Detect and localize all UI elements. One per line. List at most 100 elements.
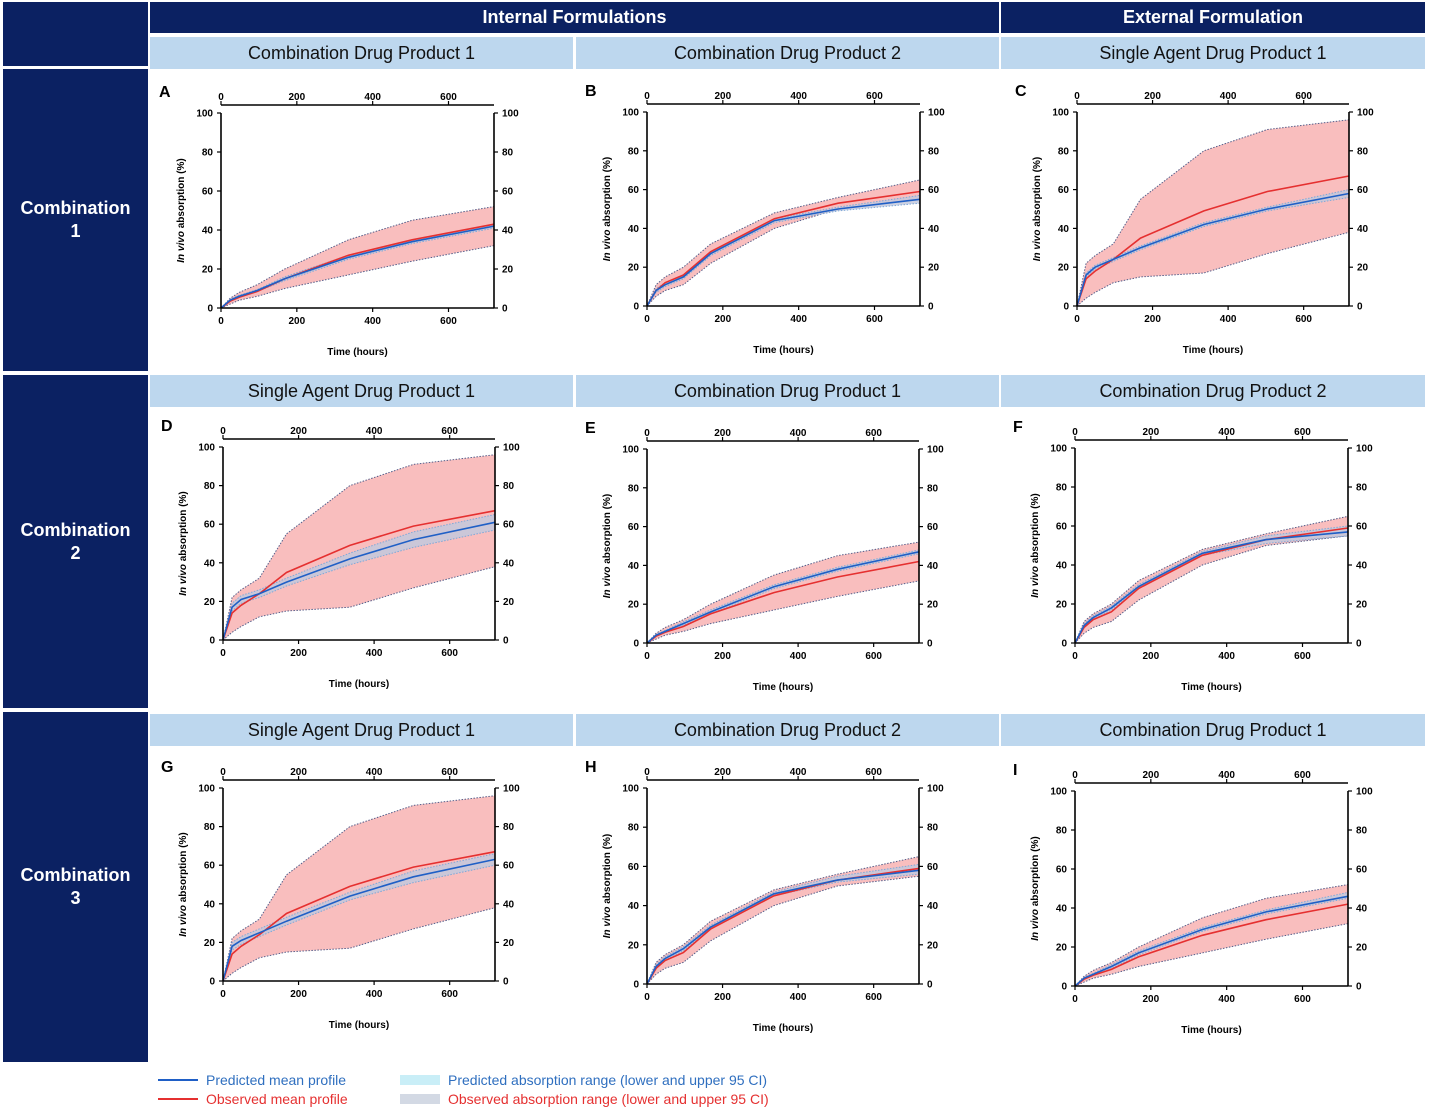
observed-range-upper [1074, 884, 1349, 987]
observed-range-band [1075, 884, 1348, 986]
predicted-range-lower [646, 202, 921, 307]
subheader-r3-c1: Single Agent Drug Product 1 [150, 714, 573, 746]
x-tick-label-top: 0 [1072, 427, 1078, 438]
y-tick-label-right: 0 [1356, 982, 1362, 993]
y-tick-label-right: 60 [927, 862, 939, 873]
y-tick-label: 40 [1056, 904, 1068, 915]
legend-observed-range-label: Observed absorption range (lower and upp… [448, 1091, 769, 1107]
x-axis-label: Time (hours) [1181, 682, 1241, 693]
y-axis-label-rest: absorption (%) [602, 157, 613, 230]
y-tick-label-right: 100 [927, 784, 944, 795]
predicted-mean-line [646, 551, 920, 644]
y-axis-label-italic: In vivo [1030, 909, 1041, 941]
y-axis-label-rest: absorption (%) [178, 491, 189, 564]
observed-mean-line [1076, 175, 1350, 307]
predicted-mean-line [646, 869, 920, 985]
row-label-line: Combination [20, 865, 131, 885]
y-tick-label: 20 [204, 597, 216, 608]
header-internal-formulations: Internal Formulations [150, 2, 999, 33]
observed-range-band [1075, 516, 1348, 643]
x-tick-label: 400 [790, 992, 807, 1003]
x-axis-label: Time (hours) [1181, 1025, 1241, 1036]
observed-range-upper [220, 206, 495, 309]
y-tick-label: 0 [209, 636, 215, 647]
y-tick-label-right: 40 [927, 901, 939, 912]
observed-range-upper [1074, 515, 1349, 644]
y-tick-label-right: 20 [502, 265, 514, 276]
x-tick-label-top: 400 [366, 426, 383, 437]
observed-range-lower [222, 907, 496, 982]
x-tick-label: 400 [790, 314, 807, 325]
x-tick-label: 0 [1072, 651, 1078, 662]
y-axis-label-rest: absorption (%) [602, 494, 613, 567]
y-tick-label: 40 [1058, 224, 1070, 235]
y-axis-label: In vivo absorption (%) [1030, 493, 1041, 597]
subheader-label: Combination Drug Product 1 [247, 42, 476, 63]
y-tick-label: 80 [202, 148, 214, 159]
x-tick-label: 0 [644, 314, 650, 325]
subheader-label: Combination Drug Product 1 [1099, 719, 1327, 740]
observed-range-upper [646, 856, 920, 985]
y-tick-label-right: 60 [1357, 185, 1369, 196]
x-tick-label: 200 [288, 316, 305, 327]
y-tick-label-right: 100 [503, 784, 520, 795]
y-tick-label-right: 100 [927, 445, 944, 456]
x-tick-label-top: 200 [1144, 91, 1161, 102]
x-tick-label-top: 0 [218, 92, 224, 103]
x-axis-label: Time (hours) [753, 345, 813, 356]
observed-mean-line [646, 560, 920, 644]
observed-range-band [221, 206, 494, 308]
predicted-mean-line [220, 225, 495, 309]
x-tick-label: 0 [220, 989, 226, 1000]
subheader-label: Combination Drug Product 2 [1099, 380, 1327, 401]
y-tick-label-right: 40 [503, 558, 515, 569]
observed-range-band [223, 795, 495, 981]
observed-range-lower [222, 566, 496, 641]
x-tick-label-top: 400 [790, 91, 807, 102]
y-tick-label: 60 [628, 862, 640, 873]
legend-predicted-mean-label: Predicted mean profile [206, 1072, 347, 1088]
x-tick-label: 600 [866, 314, 883, 325]
x-tick-label-top: 0 [644, 91, 650, 102]
y-tick-label: 60 [202, 187, 214, 198]
y-tick-label-right: 100 [1356, 787, 1373, 798]
x-tick-label-top: 200 [1142, 427, 1159, 438]
predicted-range-band [223, 853, 495, 981]
y-tick-label: 100 [198, 443, 215, 454]
y-tick-label: 20 [1056, 943, 1068, 954]
x-tick-label: 400 [366, 648, 383, 659]
predicted-range-lower [1074, 535, 1349, 644]
x-tick-label-top: 600 [865, 767, 882, 778]
y-axis-label: In vivo absorption (%) [1030, 836, 1041, 940]
y-tick-label: 80 [204, 481, 216, 492]
x-tick-label: 400 [366, 989, 383, 1000]
subheader-label: Single Agent Drug Product 1 [247, 719, 476, 740]
subheader-r2-c3: Combination Drug Product 2 [1001, 375, 1425, 407]
y-tick-label: 20 [204, 938, 216, 949]
y-tick-label: 40 [204, 899, 216, 910]
x-tick-label-top: 0 [1072, 770, 1078, 781]
x-tick-label-top: 200 [714, 428, 731, 439]
row-label-combination-1: Combination 1 [3, 69, 148, 371]
y-axis-label: In vivo absorption (%) [602, 157, 613, 261]
x-tick-label: 200 [714, 992, 731, 1003]
legend-predicted-range: Predicted absorption range (lower and up… [400, 1072, 767, 1088]
row-label-line: 1 [70, 221, 81, 241]
x-tick-label-top: 600 [440, 92, 457, 103]
x-tick-label: 600 [1294, 651, 1311, 662]
predicted-range-lower [222, 864, 496, 982]
subheader-label: Combination Drug Product 1 [673, 380, 902, 401]
predicted-range-lower [222, 529, 496, 641]
y-tick-label: 100 [622, 445, 639, 456]
observed-range-upper [646, 541, 920, 644]
x-tick-label: 400 [1218, 994, 1235, 1005]
row-label-combination-2: Combination 2 [3, 375, 148, 708]
x-tick-label-top: 0 [644, 428, 650, 439]
x-axis-label: Time (hours) [329, 679, 389, 690]
y-tick-label-right: 0 [503, 977, 509, 988]
y-tick-label-right: 60 [1356, 865, 1368, 876]
x-tick-label-top: 600 [865, 428, 882, 439]
